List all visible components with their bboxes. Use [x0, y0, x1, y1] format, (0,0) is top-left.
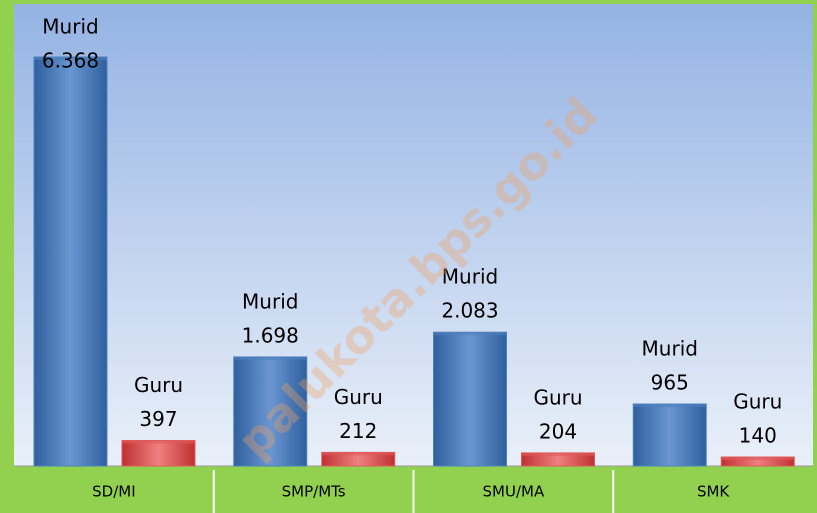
bar-top	[321, 452, 395, 456]
data-label: 965	[651, 371, 689, 395]
data-label-name: Murid	[442, 265, 498, 289]
data-label-name: Guru	[533, 385, 582, 409]
data-label-name: Guru	[334, 385, 383, 409]
data-label-name: Guru	[733, 390, 782, 414]
bar-top	[521, 452, 595, 456]
x-tick-label: SMP/MTs	[282, 483, 346, 501]
bar	[233, 356, 308, 467]
data-label: 140	[739, 424, 777, 448]
bar	[433, 331, 507, 467]
x-tick-label: SMK	[697, 483, 730, 501]
bar-top	[122, 440, 195, 444]
data-label: 6.368	[42, 49, 99, 73]
plot-area	[14, 4, 813, 466]
data-label-name: Murid	[242, 289, 298, 313]
bar-top	[633, 404, 707, 408]
data-label: 204	[539, 419, 577, 443]
bar-top	[233, 356, 307, 360]
bar	[121, 440, 196, 467]
bar-top	[34, 57, 107, 60]
data-label-name: Guru	[134, 373, 183, 397]
data-label-name: Murid	[642, 337, 698, 361]
data-label: 2.083	[441, 299, 498, 323]
data-label: 1.698	[242, 323, 299, 347]
bar-top	[721, 457, 795, 461]
bar-top	[433, 332, 507, 336]
x-tick-label: SMU/MA	[483, 483, 545, 501]
x-tick-label: SD/MI	[92, 483, 136, 501]
bar	[33, 56, 108, 467]
bar	[632, 403, 707, 467]
data-label-name: Murid	[42, 15, 98, 39]
data-label: 397	[139, 407, 177, 431]
data-label: 212	[339, 419, 377, 443]
